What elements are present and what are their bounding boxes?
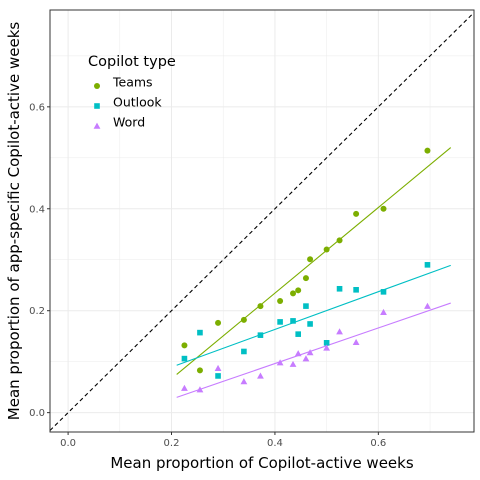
trend-line-word (176, 302, 451, 398)
x-axis-title: Mean proportion of Copilot-active weeks (110, 454, 414, 472)
data-point-word (240, 378, 248, 385)
y-tick-label: 0.0 (29, 408, 45, 419)
x-tick-label: 0.4 (267, 438, 283, 449)
x-tick-label: 0.6 (370, 438, 386, 449)
y-axis-title: Mean proportion of app-specific Copilot-… (5, 22, 23, 421)
data-point-teams (290, 290, 297, 297)
data-point-word (181, 384, 188, 391)
data-point-word (294, 350, 302, 357)
y-tick-label: 0.2 (29, 306, 45, 317)
data-point-word (336, 328, 343, 335)
data-point-outlook (277, 319, 283, 325)
reference-diagonal-line (49, 12, 475, 431)
data-point-outlook (323, 340, 330, 346)
x-axis-ticks: 0.0 0.2 0.4 0.6 (60, 432, 386, 449)
data-point-teams (380, 205, 387, 212)
data-point-outlook (241, 348, 247, 355)
legend-label-outlook: Outlook (113, 95, 162, 110)
data-point-teams (336, 237, 343, 244)
data-point-outlook (336, 285, 343, 292)
legend-key-outlook (94, 103, 100, 109)
trend-lines (176, 147, 452, 398)
data-point-word (302, 355, 310, 362)
x-tick-label: 0.2 (164, 438, 180, 449)
data-points (181, 147, 431, 393)
data-point-teams (257, 303, 264, 310)
data-point-word (214, 364, 222, 372)
data-point-teams (323, 246, 330, 253)
y-tick-label: 0.6 (29, 102, 45, 113)
y-tick-label: 0.4 (29, 204, 45, 215)
legend-key-teams (94, 83, 100, 89)
legend-label-word: Word (113, 115, 145, 130)
data-point-word (352, 338, 360, 346)
data-point-outlook (380, 289, 387, 295)
data-point-word (257, 372, 264, 379)
data-point-word (380, 308, 387, 315)
data-point-teams (277, 298, 284, 305)
data-point-teams (302, 275, 309, 282)
data-point-teams (240, 316, 247, 323)
legend-key-word (93, 122, 101, 129)
data-point-outlook (215, 373, 221, 379)
data-point-teams (196, 367, 203, 374)
data-point-outlook (290, 318, 296, 324)
reference-line (49, 12, 475, 431)
legend: Copilot type Teams Outlook Word (88, 54, 176, 130)
data-point-outlook (353, 287, 359, 293)
trend-line-outlook (176, 264, 451, 366)
x-tick-label: 0.0 (60, 438, 76, 449)
data-point-teams (181, 342, 188, 349)
data-point-outlook (257, 332, 264, 338)
data-point-word (196, 386, 204, 393)
data-point-outlook (295, 331, 301, 337)
legend-title: Copilot type (88, 54, 176, 70)
data-point-word (424, 302, 431, 309)
data-point-outlook (303, 303, 309, 309)
data-point-outlook (197, 329, 203, 336)
data-point-word (323, 344, 331, 351)
legend-label-teams: Teams (112, 75, 153, 90)
data-point-teams (215, 319, 222, 326)
y-axis-ticks: 0.0 0.2 0.4 0.6 (29, 102, 50, 419)
data-point-teams (424, 147, 431, 154)
data-point-outlook (424, 262, 431, 268)
data-point-teams (353, 210, 360, 217)
data-point-outlook (181, 355, 188, 362)
data-point-word (276, 359, 284, 366)
panel-border (49, 9, 475, 433)
data-point-outlook (307, 321, 313, 327)
data-point-teams (307, 256, 314, 263)
grid (50, 10, 474, 432)
data-point-teams (295, 287, 302, 294)
trend-line-teams (176, 147, 452, 375)
data-point-word (306, 349, 314, 356)
data-point-word (289, 360, 297, 367)
